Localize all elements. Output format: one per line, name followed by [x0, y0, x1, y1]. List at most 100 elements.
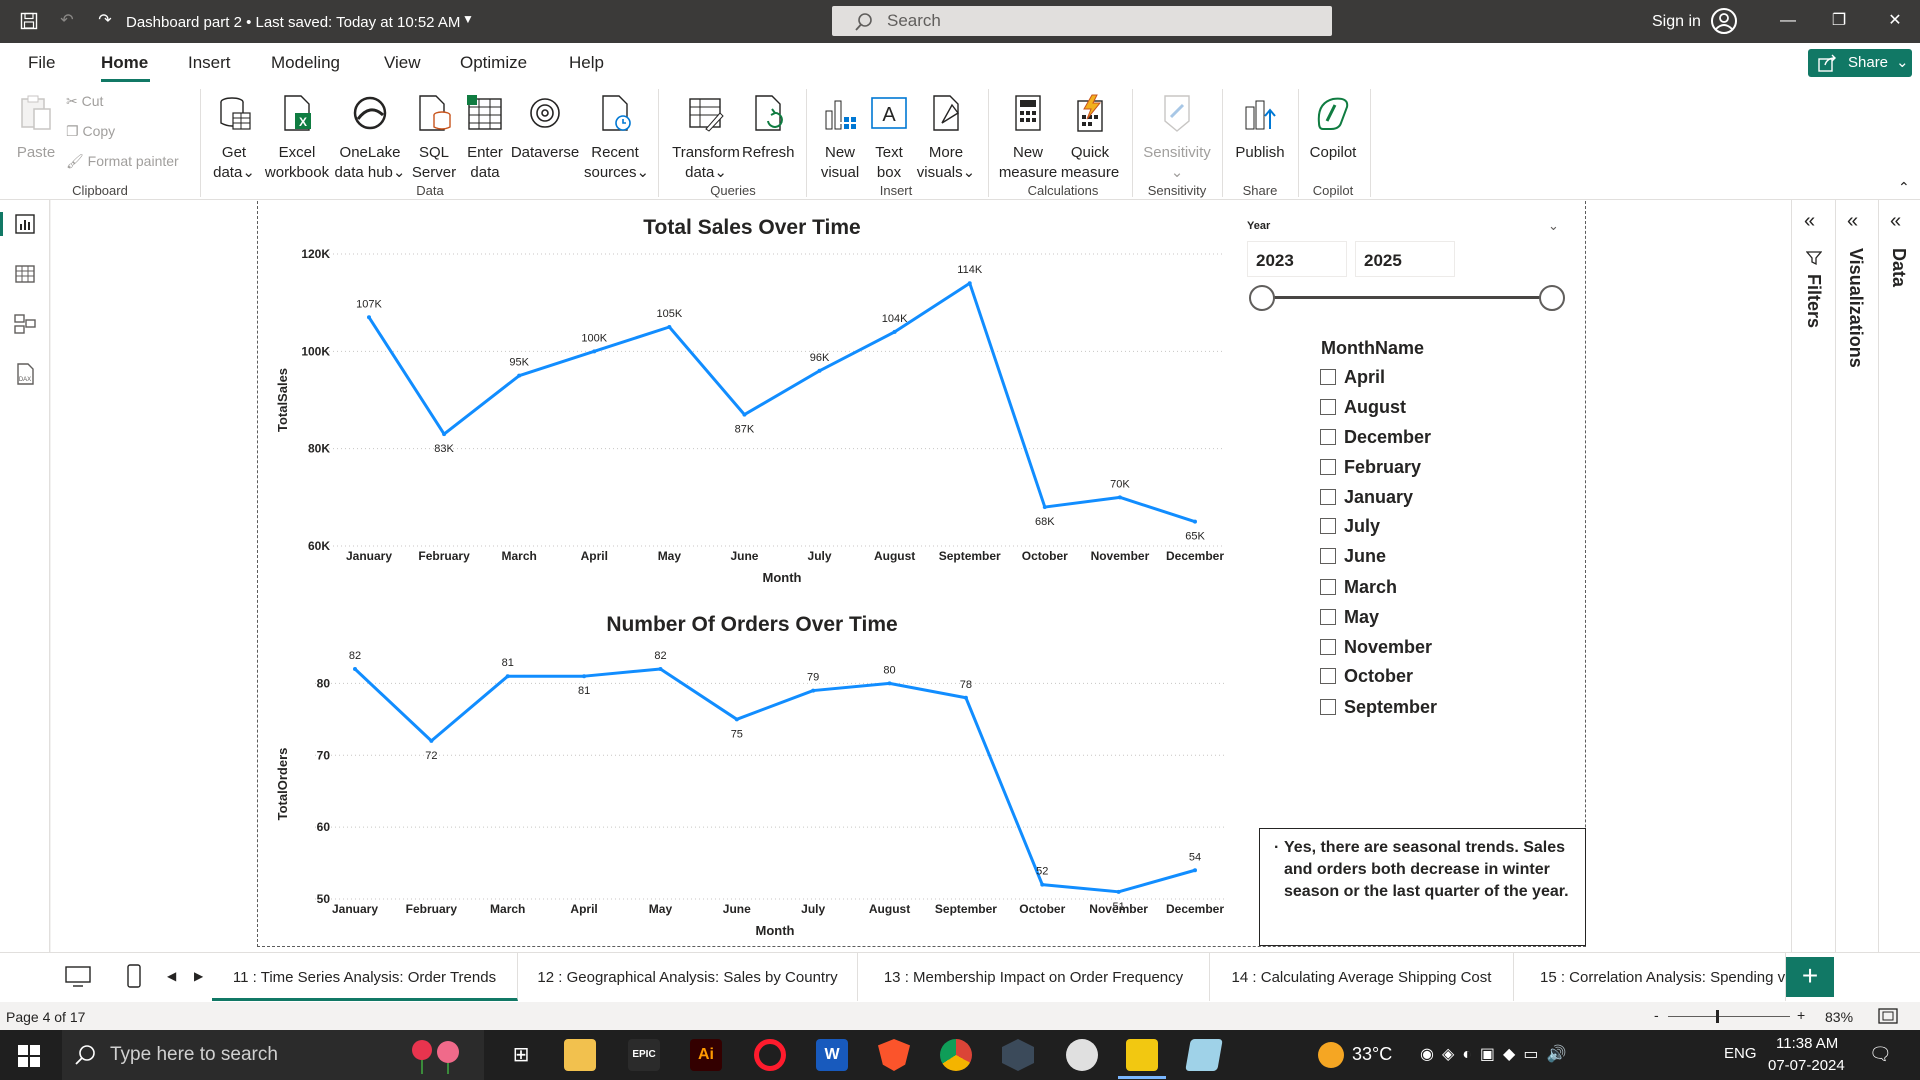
brave-icon[interactable]	[878, 1039, 910, 1071]
page-tab-12[interactable]: 12 : Geographical Analysis: Sales by Cou…	[518, 953, 858, 1001]
checkbox[interactable]	[1320, 639, 1336, 655]
filters-pane-title[interactable]: Filters	[1803, 274, 1824, 328]
notifications-icon[interactable]: 🗨	[1869, 1044, 1892, 1065]
taskbar-search[interactable]: Type here to search	[62, 1030, 484, 1080]
opera-icon[interactable]	[754, 1039, 786, 1071]
page-tab-13[interactable]: 13 : Membership Impact on Order Frequenc…	[858, 953, 1210, 1001]
minimize-icon[interactable]: —	[1778, 11, 1798, 31]
checkbox[interactable]	[1320, 429, 1336, 445]
tab-optimize[interactable]: Optimize	[460, 53, 527, 73]
format-painter-button[interactable]: 🖌 Format painter	[66, 153, 179, 170]
sensitivity-button[interactable]: Sensitivity ⌄	[1140, 93, 1214, 183]
data-point[interactable]	[1040, 883, 1044, 887]
zoom-out-button[interactable]: -	[1654, 1007, 1659, 1023]
checkbox[interactable]	[1320, 699, 1336, 715]
data-point[interactable]	[968, 281, 972, 285]
tab-home[interactable]: Home	[101, 53, 148, 73]
text-box-button[interactable]: A Text box	[866, 93, 912, 183]
tab-help[interactable]: Help	[569, 53, 604, 73]
share-button[interactable]: Share ⌄	[1808, 49, 1912, 77]
year-slider-start-handle[interactable]	[1249, 285, 1275, 311]
data-point[interactable]	[735, 717, 739, 721]
publish-button[interactable]: Publish	[1230, 93, 1290, 163]
transform-data-button[interactable]: Transform data⌄	[668, 93, 744, 183]
excel-workbook-button[interactable]: X Excel workbook	[262, 93, 332, 183]
new-visual-button[interactable]: New visual	[814, 93, 866, 183]
data-point[interactable]	[964, 696, 968, 700]
desktop-layout-icon[interactable]	[64, 965, 92, 989]
app-icon[interactable]	[1185, 1039, 1223, 1071]
data-point[interactable]	[1193, 868, 1197, 872]
chevron-down-icon[interactable]: ▼	[462, 12, 474, 26]
file-explorer-icon[interactable]	[564, 1039, 596, 1071]
page-tab-15[interactable]: 15 : Correlation Analysis: Spending vs	[1514, 953, 1786, 1001]
table-view-icon[interactable]	[13, 262, 37, 286]
checkbox[interactable]	[1320, 548, 1336, 564]
fit-to-page-icon[interactable]	[1878, 1008, 1898, 1024]
quick-measure-button[interactable]: Quick measure	[1058, 93, 1122, 183]
checkbox[interactable]	[1320, 609, 1336, 625]
data-point[interactable]	[811, 689, 815, 693]
save-icon[interactable]	[20, 12, 38, 30]
mobile-layout-icon[interactable]	[126, 963, 142, 989]
data-point[interactable]	[1043, 505, 1047, 509]
add-page-button[interactable]: +	[1786, 957, 1834, 997]
series-line[interactable]	[355, 669, 1195, 892]
windows-start-icon[interactable]	[18, 1045, 40, 1067]
data-point[interactable]	[888, 681, 892, 685]
year-slider-end-handle[interactable]	[1539, 285, 1565, 311]
illustrator-icon[interactable]: Ai	[690, 1039, 722, 1071]
data-point[interactable]	[517, 374, 521, 378]
refresh-button[interactable]: Refresh	[742, 93, 794, 163]
more-visuals-button[interactable]: More visuals⌄	[914, 93, 978, 183]
data-point[interactable]	[658, 667, 662, 671]
collapse-ribbon-icon[interactable]: ⌃	[1898, 179, 1910, 196]
data-pane-title[interactable]: Data	[1888, 248, 1909, 287]
data-point[interactable]	[818, 369, 822, 373]
dax-query-view-icon[interactable]: DAX	[13, 362, 37, 386]
copilot-button[interactable]: Copilot	[1304, 93, 1362, 163]
clock-date[interactable]: 07-07-2024	[1768, 1057, 1845, 1074]
restore-icon[interactable]: ❐	[1829, 11, 1849, 31]
epic-games-icon[interactable]: EPIC	[628, 1039, 660, 1071]
undo-icon[interactable]: ↶	[58, 12, 76, 30]
data-point[interactable]	[592, 349, 596, 353]
series-line[interactable]	[369, 283, 1195, 521]
data-point[interactable]	[582, 674, 586, 678]
model-view-icon[interactable]	[13, 312, 37, 336]
report-view-icon[interactable]	[13, 212, 37, 236]
word-icon[interactable]: W	[816, 1039, 848, 1071]
orders-line-chart[interactable]: 50 60 70 80 TotalOrders 82 January 72 February 81…	[270, 640, 1236, 945]
data-point[interactable]	[893, 330, 897, 334]
chrome-icon[interactable]	[940, 1039, 972, 1071]
recent-sources-button[interactable]: Recent sources⌄	[584, 93, 646, 183]
clock-time[interactable]: 11:38 AM	[1776, 1035, 1838, 1052]
zoom-slider-handle[interactable]	[1716, 1010, 1719, 1023]
checkbox[interactable]	[1320, 668, 1336, 684]
data-point[interactable]	[1117, 890, 1121, 894]
clock-app-icon[interactable]	[1066, 1039, 1098, 1071]
checkbox[interactable]	[1320, 369, 1336, 385]
task-view-icon[interactable]: ⊞	[505, 1039, 537, 1071]
checkbox[interactable]	[1320, 459, 1336, 475]
expand-filters-icon[interactable]: «	[1804, 210, 1815, 233]
sales-line-chart[interactable]: 60K 80K 100K 120K TotalSales 107K January 83K Fe…	[270, 240, 1236, 590]
language-indicator[interactable]: ENG	[1724, 1045, 1757, 1062]
data-point[interactable]	[506, 674, 510, 678]
checkbox[interactable]	[1320, 579, 1336, 595]
checkbox[interactable]	[1320, 489, 1336, 505]
data-point[interactable]	[353, 667, 357, 671]
avatar[interactable]	[1711, 8, 1737, 34]
data-point[interactable]	[429, 739, 433, 743]
system-tray-icons[interactable]: ◉◈◐▣◆▭🔊	[1420, 1044, 1574, 1064]
visualizations-pane-title[interactable]: Visualizations	[1845, 248, 1866, 368]
search-box[interactable]: Search	[832, 6, 1332, 36]
chevron-down-icon[interactable]: ⌄	[1548, 218, 1559, 234]
zoom-slider[interactable]	[1668, 1016, 1790, 1017]
checkbox[interactable]	[1320, 399, 1336, 415]
data-point[interactable]	[667, 325, 671, 329]
dataverse-button[interactable]: Dataverse	[510, 93, 580, 163]
insight-text-box[interactable]: · Yes, there are seasonal trends. Sales …	[1259, 828, 1586, 946]
year-from-input[interactable]: 2023	[1247, 241, 1347, 277]
data-point[interactable]	[1193, 520, 1197, 524]
